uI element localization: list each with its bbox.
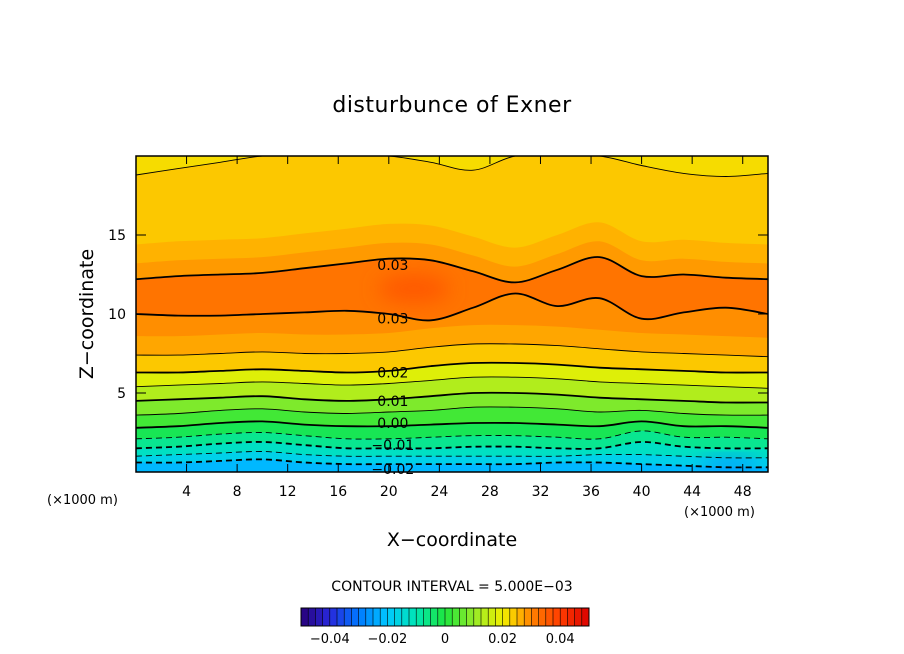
- colorbar-cell: [416, 608, 424, 626]
- colorbar-cell: [387, 608, 395, 626]
- contour-label: 0.02: [377, 365, 408, 381]
- y-tick-label: 15: [108, 228, 126, 244]
- colorbar-cell: [574, 608, 583, 626]
- colorbar-frame: [300, 607, 590, 627]
- colorbar-tick-label: −0.02: [367, 632, 407, 647]
- colorbar-cell: [488, 608, 496, 626]
- x-tick-label: 32: [532, 484, 550, 500]
- colorbar-cell: [337, 608, 345, 626]
- contour-band: [136, 459, 768, 472]
- maximum-core: [378, 274, 451, 303]
- colorbar-cell: [315, 608, 323, 626]
- x-tick-label: 8: [233, 484, 242, 500]
- colorbar-cell: [301, 608, 309, 626]
- contour-labels: 0.03 0.03 0.02 0.01 0.00 −0.01 −0.02: [371, 258, 414, 478]
- contour-label: 0.01: [377, 394, 408, 410]
- x-unit-label-left: (×1000 m): [47, 493, 118, 508]
- contour-lines: [136, 156, 768, 469]
- x-tick-label: 40: [633, 484, 651, 500]
- colorbar-cell: [322, 608, 331, 626]
- contour-line: [136, 156, 768, 177]
- colorbar-cell: [401, 608, 410, 626]
- colorbar-cell: [452, 608, 460, 626]
- contour-line: [136, 376, 768, 389]
- x-tick-label: 28: [481, 484, 499, 500]
- colorbar-cell: [495, 608, 503, 626]
- contour-line: [136, 420, 768, 429]
- colorbar-tick-label: −0.04: [310, 632, 350, 647]
- contour-fill-bands: [136, 156, 768, 472]
- y-axis-ticks: 5 10 15: [108, 228, 768, 402]
- colorbar-tick-label: 0: [441, 632, 449, 647]
- contour-line: [136, 292, 768, 322]
- colorbar-cell: [344, 608, 352, 626]
- contour-line: [136, 343, 768, 358]
- x-tick-label: 36: [582, 484, 600, 500]
- colorbar-cell: [509, 608, 518, 626]
- colorbar-cell: [394, 608, 403, 626]
- colorbar-cell: [466, 608, 475, 626]
- minimum-patch: [700, 458, 761, 472]
- x-tick-label: 48: [734, 484, 752, 500]
- x-tick-label: 44: [683, 484, 701, 500]
- colorbar-cell: [531, 608, 539, 626]
- colorbar-cell: [459, 608, 467, 626]
- colorbar-cell: [358, 608, 367, 626]
- colorbar-tick-labels: −0.04 −0.02 0 0.02 0.04: [310, 632, 575, 647]
- colorbar-cell: [329, 608, 338, 626]
- colorbar-cell: [502, 608, 511, 626]
- contour-line-negative: [136, 441, 768, 450]
- colorbar: [300, 607, 590, 627]
- contour-line: [136, 406, 768, 416]
- colorbar-tick-label: 0.04: [546, 632, 575, 647]
- colorbar-cell: [545, 608, 554, 626]
- contour-label: 0.03: [377, 312, 408, 328]
- colorbar-cell: [581, 608, 590, 626]
- colorbar-cell: [553, 608, 561, 626]
- contour-line-negative: [136, 458, 768, 469]
- x-tick-label: 4: [182, 484, 191, 500]
- colorbar-tick-label: 0.02: [488, 632, 517, 647]
- contour-label: 0.00: [377, 416, 408, 432]
- colorbar-cell: [437, 608, 446, 626]
- contour-line-negative: [136, 451, 768, 459]
- colorbar-cell: [524, 608, 532, 626]
- contour-label: −0.02: [371, 462, 414, 478]
- chart-title: disturbunce of Exner: [332, 93, 572, 118]
- x-axis-ticks: 4 8 12 16 20 24 28 32 36 40 44 48: [182, 156, 752, 500]
- colorbar-cell: [351, 608, 359, 626]
- colorbar-cell: [373, 608, 381, 626]
- x-tick-label: 16: [329, 484, 347, 500]
- contour-line: [136, 256, 768, 284]
- colorbar-cell: [409, 608, 417, 626]
- contour-interval-label: CONTOUR INTERVAL = 5.000E−03: [331, 579, 572, 595]
- x-tick-label: 24: [430, 484, 448, 500]
- x-unit-label-right: (×1000 m): [684, 505, 755, 520]
- x-axis-label: X−coordinate: [387, 529, 517, 551]
- contour-label: −0.01: [371, 438, 414, 454]
- contour-label: 0.03: [377, 258, 408, 274]
- colorbar-cell: [308, 608, 316, 626]
- colorbar-cell: [538, 608, 547, 626]
- colorbar-cell: [430, 608, 439, 626]
- colorbar-cell: [473, 608, 482, 626]
- colorbar-cell: [445, 608, 453, 626]
- colorbar-cell: [365, 608, 374, 626]
- x-tick-label: 12: [279, 484, 297, 500]
- contour-line: [136, 391, 768, 404]
- x-tick-label: 20: [380, 484, 398, 500]
- colorbar-cell: [517, 608, 525, 626]
- colorbar-cell: [567, 608, 575, 626]
- y-tick-label: 5: [117, 386, 126, 402]
- colorbar-cell: [380, 608, 388, 626]
- colorbar-cell: [423, 608, 431, 626]
- y-tick-label: 10: [108, 307, 126, 323]
- y-axis-label: Z−coordinate: [76, 249, 98, 379]
- contour-line-negative: [136, 430, 768, 440]
- colorbar-cell: [481, 608, 489, 626]
- colorbar-cell: [560, 608, 568, 626]
- contour-line: [136, 361, 768, 374]
